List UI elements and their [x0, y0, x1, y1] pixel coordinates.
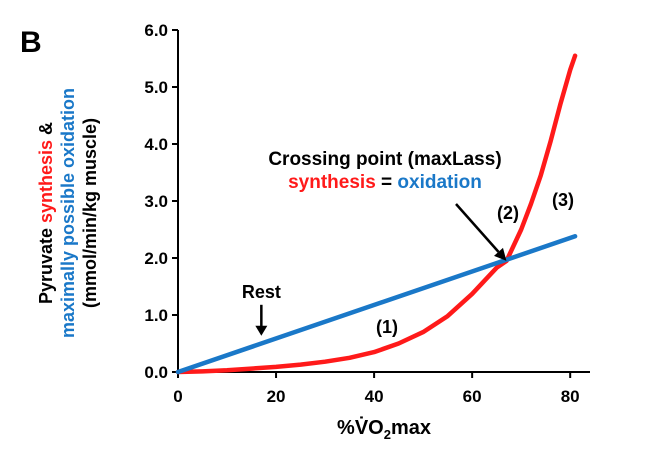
y-tick-label: 5.0: [144, 78, 168, 97]
svg-text:Pyruvate synthesis &: Pyruvate synthesis &: [36, 122, 56, 304]
region-label-1: (1): [376, 317, 398, 337]
x-tick-label: 60: [463, 387, 482, 406]
xlabel-sub: 2: [384, 427, 391, 442]
ylabel-and: &: [36, 122, 56, 140]
crossing-title: Crossing point (maxLass): [268, 149, 501, 170]
x-tick-label: 40: [365, 387, 384, 406]
y-tick-label: 0.0: [144, 363, 168, 382]
y-tick-label: 3.0: [144, 192, 168, 211]
xlabel-prefix: %: [337, 417, 355, 439]
x-axis-label: %V̇O2max: [337, 415, 431, 442]
region-label-3: (3): [552, 190, 574, 210]
y-axis-label: Pyruvate synthesis & maximally possible …: [36, 88, 100, 338]
y-tick-label: 1.0: [144, 306, 168, 325]
crossing-arrowhead: [494, 247, 507, 261]
series-oxidation-line: [175, 234, 578, 375]
x-tick-label: 80: [561, 387, 580, 406]
crossing-equals: =: [376, 172, 398, 193]
x-tick-label: 20: [267, 387, 286, 406]
region-label-2: (2): [497, 203, 519, 223]
rest-arrowhead: [255, 325, 268, 336]
y-tick-label: 4.0: [144, 135, 168, 154]
y-tick-label: 6.0: [144, 21, 168, 40]
crossing-equation: synthesis = oxidation: [288, 172, 482, 193]
ylabel-oxidation: maximally possible oxidation: [58, 88, 78, 338]
xlabel-suffix: max: [391, 417, 431, 439]
rest-annotation: Rest: [242, 282, 281, 302]
crossing-arrow: [455, 203, 500, 253]
series-synthesis-line: [175, 53, 578, 375]
ylabel-synthesis: synthesis: [36, 140, 56, 223]
crossing-synthesis: synthesis: [288, 172, 376, 193]
crossing-oxidation: oxidation: [397, 172, 481, 193]
panel-label: B: [20, 26, 42, 59]
ylabel-pyruvate: Pyruvate: [36, 223, 56, 304]
x-tick-label: 0: [173, 387, 182, 406]
y-tick-label: 2.0: [144, 249, 168, 268]
ylabel-units: (mmol/min/kg muscle): [80, 118, 100, 308]
xlabel-vo: V̇O: [355, 415, 384, 439]
